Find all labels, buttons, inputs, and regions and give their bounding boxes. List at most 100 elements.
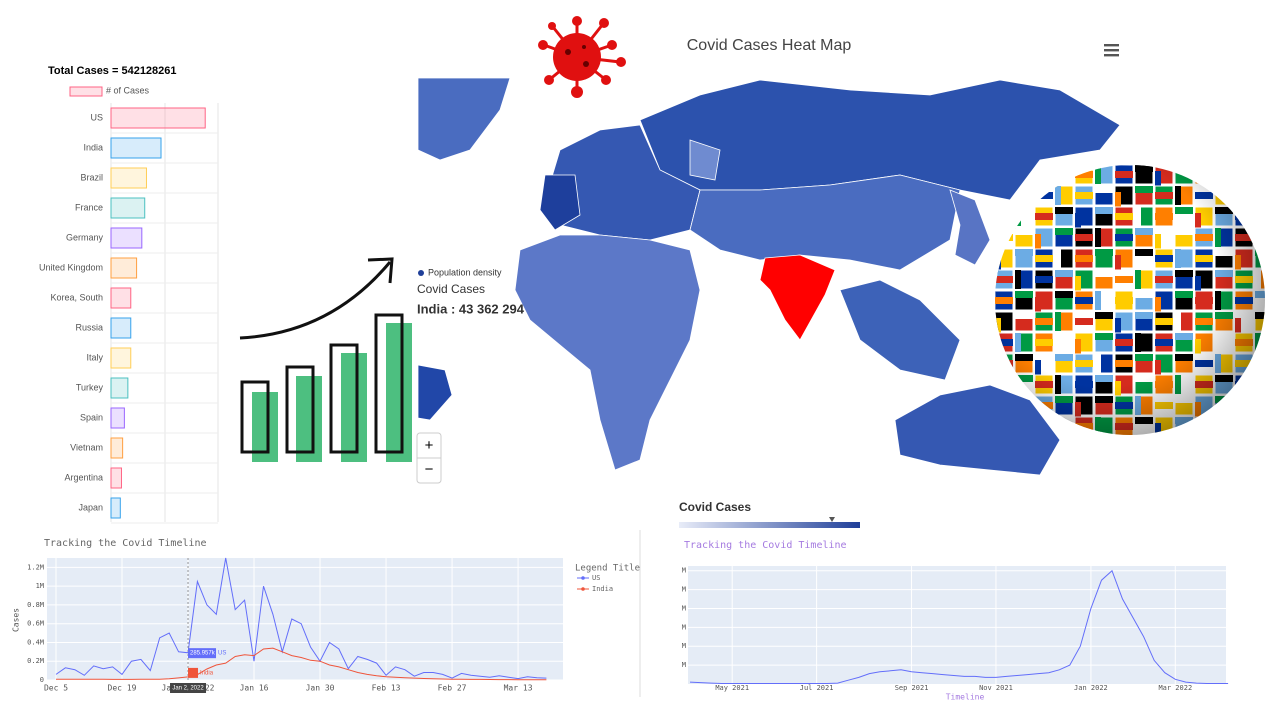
y-tick-label: M (682, 567, 686, 575)
x-tick-label: Dec 19 (108, 684, 137, 693)
plot-bg (47, 558, 563, 680)
y-tick-label: India (83, 142, 103, 152)
globe-shade (995, 165, 1265, 435)
bar (110, 317, 132, 339)
x-tick-label: Feb 27 (438, 684, 467, 693)
y-tick-label: Japan (78, 502, 103, 512)
flag (1034, 165, 1054, 185)
country (949, 189, 991, 266)
y-tick-label: M (682, 623, 686, 631)
flag-band (1195, 423, 1213, 430)
world-map (417, 77, 1121, 476)
map-legend-scale (679, 522, 860, 528)
hover-box (188, 667, 199, 678)
y-tick-label: 0.6M (27, 620, 44, 628)
tooltip-dot (418, 270, 424, 276)
country (417, 364, 453, 421)
flag-band (1055, 165, 1073, 172)
flag-band (1235, 381, 1241, 400)
country (539, 174, 581, 231)
x-tick-label: Mar 2022 (1158, 684, 1192, 692)
flag-band (1235, 402, 1253, 409)
legend-title: Legend Title (575, 564, 640, 574)
y-tick-label: Russia (75, 322, 103, 332)
map-title: Covid Cases Heat Map (687, 37, 852, 54)
bar (110, 497, 121, 519)
flag (1234, 165, 1254, 185)
country (417, 77, 511, 161)
x-tick-label: Jan 16 (240, 684, 269, 693)
y-tick-label: United Kingdom (39, 262, 103, 272)
flag-band (1255, 375, 1265, 382)
flag-band (995, 213, 1013, 220)
y-tick-label: 1M (36, 582, 44, 590)
bar (110, 107, 206, 129)
flag-band (1235, 423, 1253, 430)
flag-band (1235, 192, 1241, 211)
x-tick-label: May 2021 (715, 684, 749, 692)
bar (110, 467, 122, 489)
bar (110, 197, 146, 219)
bar (110, 137, 162, 159)
country (894, 384, 1061, 476)
flag (1254, 206, 1265, 227)
bar (110, 377, 129, 399)
flag-band (1175, 165, 1193, 172)
y-tick-label: Brazil (80, 172, 103, 182)
legend-label: US (592, 574, 600, 582)
menu-icon[interactable] (1104, 44, 1119, 57)
y-tick-label: 0.4M (27, 638, 44, 646)
flag-band (1255, 354, 1265, 361)
flag (1214, 165, 1234, 185)
flag (1254, 353, 1265, 374)
x-tick-label: Jan 2022 (1074, 684, 1108, 692)
country-india (759, 254, 836, 341)
hover-value: 285.957k (190, 651, 216, 657)
hover-x-box (170, 683, 207, 693)
y-tick-label: 0.8M (27, 601, 44, 609)
line (55, 557, 547, 680)
x-tick-label: Dec 5 (44, 684, 68, 693)
flag-band (1215, 417, 1221, 435)
y-tick-label: US (90, 112, 103, 122)
flag-band (1255, 417, 1265, 424)
hover-x-label: Jan 2, 2022 (172, 686, 204, 692)
flag (1254, 227, 1265, 248)
country (514, 234, 701, 471)
flag (1254, 374, 1265, 395)
y-tick-label: M (682, 586, 686, 594)
y-tick-label: Germany (66, 232, 104, 242)
x-tick-label: Jul 2021 (800, 684, 834, 692)
flag-band (1215, 186, 1233, 193)
chart-title: Tracking the Covid Timeline (44, 538, 207, 549)
x-tick-label: Feb 13 (372, 684, 401, 693)
bar (110, 287, 132, 309)
virus-icon (538, 16, 626, 98)
y-tick-label: Turkey (76, 382, 104, 392)
bar (110, 167, 147, 189)
legend-label: # of Cases (106, 85, 150, 95)
zoom-in[interactable]: + (425, 437, 434, 454)
y-tick-label: Korea, South (50, 292, 103, 302)
growth-icon (239, 257, 412, 462)
x-tick-label: Nov 2021 (979, 684, 1013, 692)
y-tick-label: Italy (86, 352, 103, 362)
bar (110, 257, 138, 279)
legend-marker (581, 576, 585, 580)
y-tick-label: 0 (40, 676, 44, 684)
zoom-out[interactable]: − (425, 461, 434, 478)
flag-band (1255, 249, 1265, 256)
y-tick-label: M (682, 604, 686, 612)
tooltip-label: Covid Cases (417, 282, 485, 296)
flag (1234, 416, 1254, 435)
x-tick-label: Mar 13 (504, 684, 533, 693)
map-legend-title: Covid Cases (679, 500, 751, 514)
line (689, 569, 1229, 684)
y-tick-label: M (682, 642, 686, 650)
flag-band (1255, 396, 1261, 415)
map-legend-marker (829, 517, 835, 522)
x-axis-title: Timeline (946, 693, 985, 702)
y-tick-label: 0.2M (27, 657, 44, 665)
flag-band (1255, 207, 1261, 226)
y-tick-label: Argentina (64, 472, 103, 482)
